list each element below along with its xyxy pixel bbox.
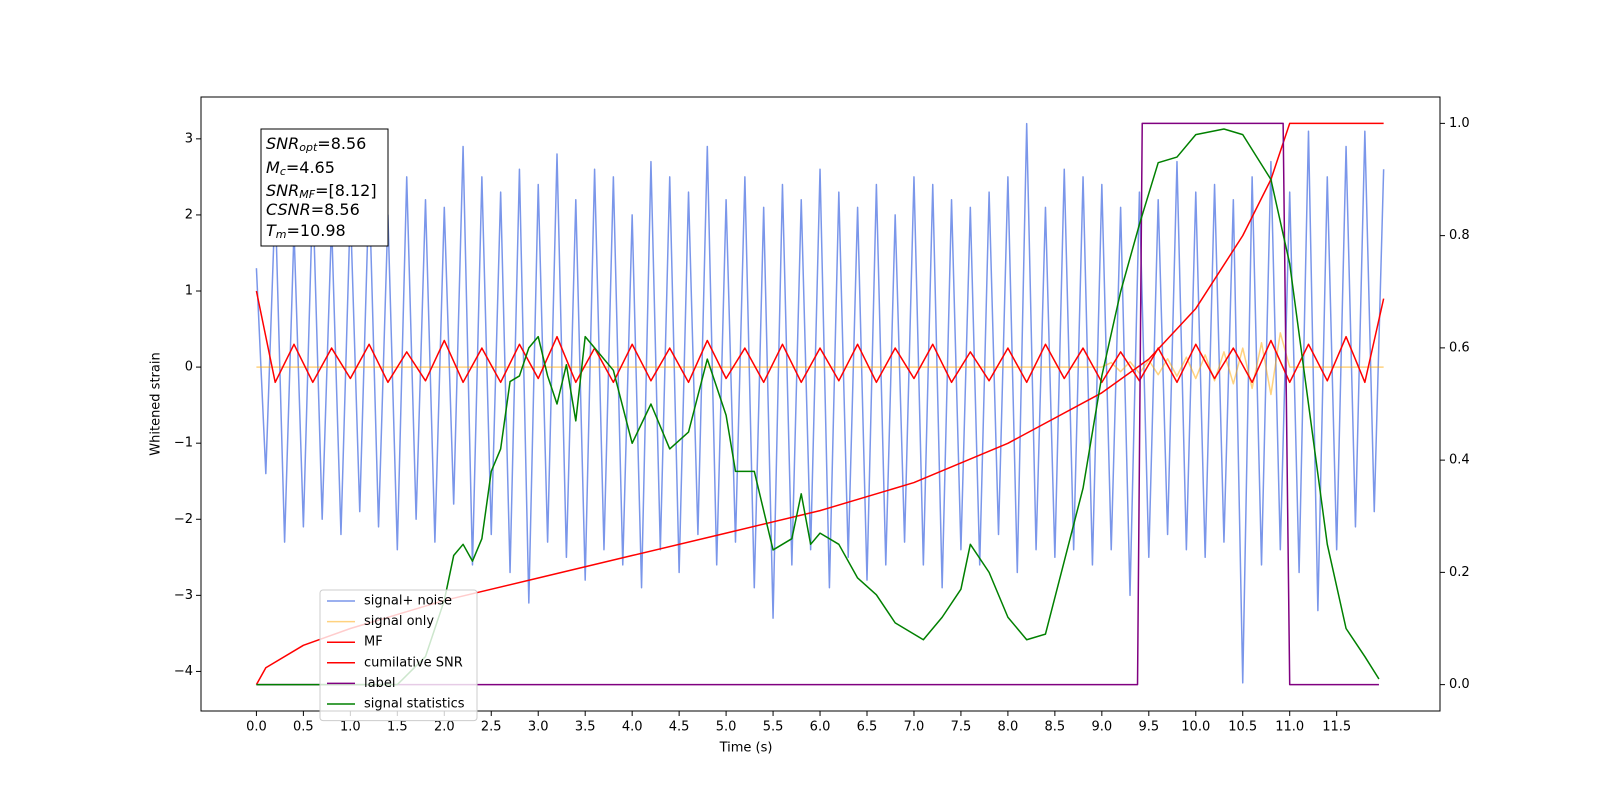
y2-tick-label: 0.8 bbox=[1449, 228, 1470, 243]
y-axis-label: Whitened strain bbox=[149, 352, 164, 455]
series-line bbox=[255, 290, 1385, 384]
x-tick-label: 6.0 bbox=[810, 720, 831, 735]
series-line bbox=[256, 122, 1379, 686]
annotation-subscript: m bbox=[276, 228, 287, 241]
x-tick-label: 11.0 bbox=[1275, 720, 1304, 735]
y2-tick-label: 0.4 bbox=[1449, 453, 1470, 468]
y2-tick-label: 0.2 bbox=[1449, 565, 1470, 580]
y-tick-label: −4 bbox=[174, 664, 193, 679]
legend-label: label bbox=[364, 676, 395, 691]
annotation-symbol: M bbox=[266, 158, 280, 177]
axes: 0.0 0.5 1.0 1.5 2.0 2.5 3.0 3.5 4.0 4.5 5.0 5.5 6.0 6… bbox=[174, 116, 1470, 735]
x-tick-label: 4.5 bbox=[669, 720, 690, 735]
annotation-symbol: SNR bbox=[266, 181, 299, 200]
x-tick-label: 9.5 bbox=[1138, 720, 1159, 735]
legend-label: signal statistics bbox=[364, 697, 465, 712]
series-line bbox=[256, 128, 1380, 686]
y-tick-label: −1 bbox=[174, 436, 193, 451]
annotation-line: SNRMF=[8.12] bbox=[266, 181, 377, 202]
legend-label: cumilative SNR bbox=[364, 655, 463, 670]
series-line bbox=[255, 122, 1385, 684]
series-line bbox=[256, 332, 1384, 396]
annotation: SNRopt=8.56Mc=4.65SNRMF=[8.12]CSNR=8.56T… bbox=[266, 134, 377, 242]
y-tick-label: 0 bbox=[185, 360, 193, 375]
annotation-value: =4.65 bbox=[286, 158, 335, 177]
x-tick-label: 9.0 bbox=[1091, 720, 1112, 735]
annotation-line: CSNR=8.56 bbox=[266, 200, 360, 219]
y-tick-label: 1 bbox=[185, 284, 193, 299]
legend-frame bbox=[319, 589, 478, 722]
x-tick-label: 8.5 bbox=[1045, 720, 1066, 735]
y2-tick-label: 0.0 bbox=[1449, 677, 1470, 692]
y-tick-label: 2 bbox=[185, 207, 193, 222]
annotation-box bbox=[260, 128, 389, 247]
x-axis-label: Time (s) bbox=[719, 741, 773, 756]
x-tick-label: 4.0 bbox=[622, 720, 643, 735]
annotation-subscript: opt bbox=[299, 141, 318, 154]
annotation-symbol: T bbox=[266, 221, 277, 240]
annotation-line: Mc=4.65 bbox=[266, 158, 335, 179]
x-tick-label: 0.0 bbox=[246, 720, 267, 735]
x-tick-label: 2.0 bbox=[434, 720, 455, 735]
x-tick-label: 1.5 bbox=[387, 720, 408, 735]
x-tick-label: 3.5 bbox=[575, 720, 596, 735]
annotation-line: Tm=10.98 bbox=[266, 221, 346, 242]
x-tick-label: 10.5 bbox=[1228, 720, 1257, 735]
annotation-subscript: c bbox=[280, 165, 286, 178]
annotation-value: =[8.12] bbox=[315, 181, 377, 200]
y-tick-label: 3 bbox=[185, 131, 193, 146]
x-tick-label: 7.5 bbox=[951, 720, 972, 735]
legend-label: signal only bbox=[364, 614, 434, 629]
x-tick-label: 8.0 bbox=[998, 720, 1019, 735]
legend-label: signal+ noise bbox=[364, 594, 452, 609]
x-tick-label: 5.5 bbox=[763, 720, 784, 735]
annotation-symbol: CSNR bbox=[266, 200, 311, 219]
y2-tick-label: 1.0 bbox=[1449, 116, 1470, 131]
x-tick-label: 3.0 bbox=[528, 720, 549, 735]
x-tick-label: 1.0 bbox=[340, 720, 361, 735]
x-tick-label: 7.0 bbox=[904, 720, 925, 735]
annotation-line: SNRopt=8.56 bbox=[266, 134, 366, 155]
x-tick-label: 2.5 bbox=[481, 720, 502, 735]
annotation-symbol: SNR bbox=[266, 134, 299, 153]
x-tick-label: 0.5 bbox=[293, 720, 314, 735]
y2-tick-label: 0.6 bbox=[1449, 340, 1470, 355]
y-tick-label: −3 bbox=[174, 588, 193, 603]
y-tick-label: −2 bbox=[174, 512, 193, 527]
x-tick-label: 5.0 bbox=[716, 720, 737, 735]
annotation-value: =8.56 bbox=[311, 200, 360, 219]
x-tick-label: 11.5 bbox=[1322, 720, 1351, 735]
legend-label: MF bbox=[364, 635, 383, 650]
x-tick-label: 10.0 bbox=[1181, 720, 1210, 735]
annotation-value: =10.98 bbox=[287, 221, 346, 240]
legend: signal+ noise signal only MF cumilative SNR… bbox=[319, 589, 478, 722]
x-tick-label: 6.5 bbox=[857, 720, 878, 735]
annotation-value: =8.56 bbox=[317, 134, 366, 153]
annotation-subscript: MF bbox=[299, 188, 315, 201]
